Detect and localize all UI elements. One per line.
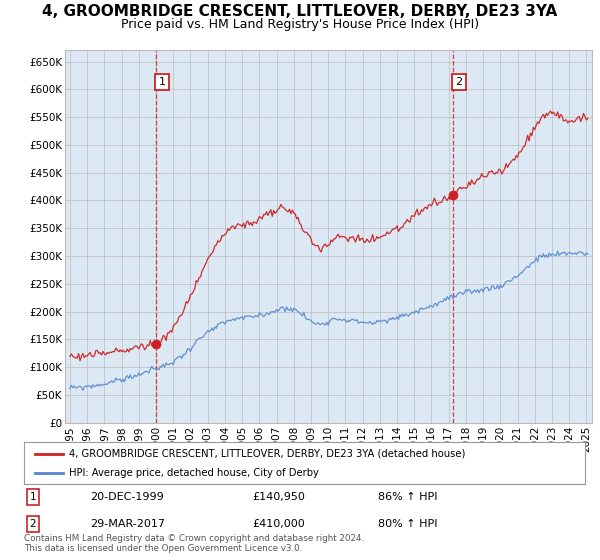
Text: £410,000: £410,000 (252, 519, 305, 529)
Text: £140,950: £140,950 (252, 492, 305, 502)
Text: Contains HM Land Registry data © Crown copyright and database right 2024.
This d: Contains HM Land Registry data © Crown c… (24, 534, 364, 553)
Text: Price paid vs. HM Land Registry's House Price Index (HPI): Price paid vs. HM Land Registry's House … (121, 18, 479, 31)
Text: 20-DEC-1999: 20-DEC-1999 (90, 492, 164, 502)
Text: 1: 1 (158, 77, 166, 87)
Text: 4, GROOMBRIDGE CRESCENT, LITTLEOVER, DERBY, DE23 3YA: 4, GROOMBRIDGE CRESCENT, LITTLEOVER, DER… (43, 4, 557, 19)
Text: 2: 2 (455, 77, 463, 87)
Text: 2: 2 (29, 519, 37, 529)
Text: 1: 1 (29, 492, 37, 502)
Text: 80% ↑ HPI: 80% ↑ HPI (378, 519, 437, 529)
Text: 86% ↑ HPI: 86% ↑ HPI (378, 492, 437, 502)
Text: 29-MAR-2017: 29-MAR-2017 (90, 519, 165, 529)
Text: HPI: Average price, detached house, City of Derby: HPI: Average price, detached house, City… (69, 468, 319, 478)
Text: 4, GROOMBRIDGE CRESCENT, LITTLEOVER, DERBY, DE23 3YA (detached house): 4, GROOMBRIDGE CRESCENT, LITTLEOVER, DER… (69, 449, 465, 459)
